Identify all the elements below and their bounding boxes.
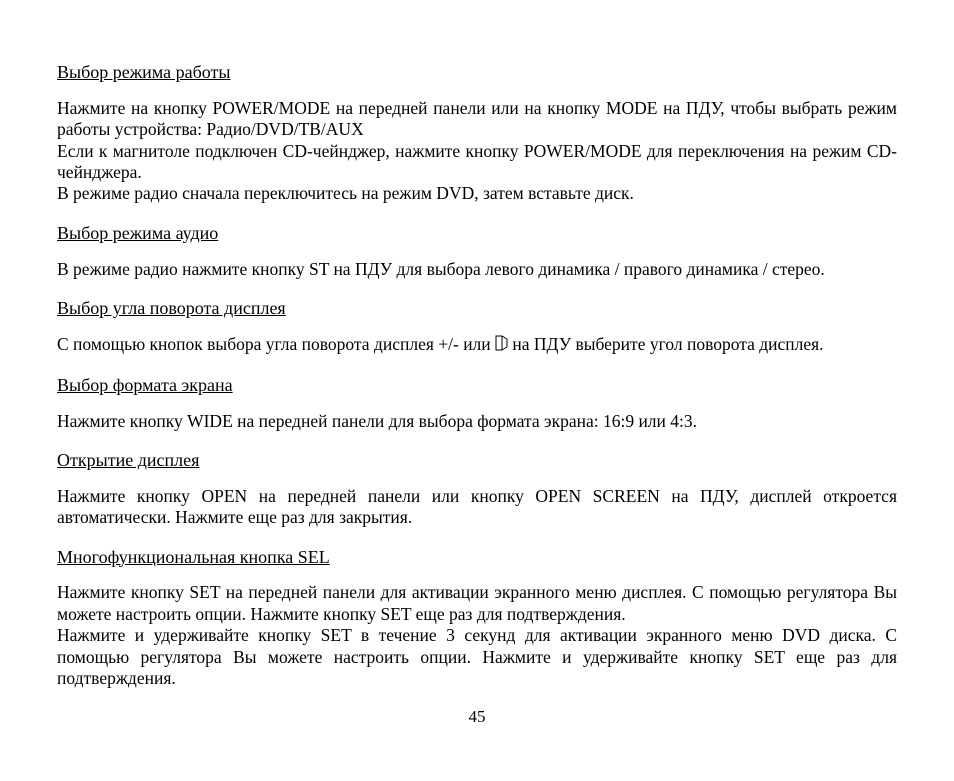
page-number: 45 <box>57 707 897 728</box>
section-open-display: Открытие дисплея Нажмите кнопку OPEN на … <box>57 450 897 529</box>
document-page: Выбор режима работы Нажмите на кнопку PO… <box>0 0 954 728</box>
heading-audio-select: Выбор режима аудио <box>57 223 897 245</box>
body-text: С помощью кнопок выбора угла поворота ди… <box>57 334 897 357</box>
heading-sel-button: Многофункциональная кнопка SEL <box>57 547 897 569</box>
heading-tilt-angle: Выбор угла поворота дисплея <box>57 298 897 320</box>
body-text: В режиме радио нажмите кнопку ST на ПДУ … <box>57 259 897 280</box>
body-text: В режиме радио сначала переключитесь на … <box>57 183 897 204</box>
body-text: Нажмите на кнопку POWER/MODE на передней… <box>57 98 897 141</box>
body-text: Нажмите кнопку SET на передней панели дл… <box>57 582 897 625</box>
body-text: Нажмите и удерживайте кнопку SET в течен… <box>57 625 897 689</box>
section-mode-select: Выбор режима работы Нажмите на кнопку PO… <box>57 62 897 205</box>
text-after-icon: на ПДУ выберите угол поворота дисплея. <box>512 334 823 354</box>
section-screen-format: Выбор формата экрана Нажмите кнопку WIDE… <box>57 375 897 432</box>
section-tilt-angle: Выбор угла поворота дисплея С помощью кн… <box>57 298 897 357</box>
body-text: Нажмите кнопку OPEN на передней панели и… <box>57 486 897 529</box>
text-before-icon: С помощью кнопок выбора угла поворота ди… <box>57 334 495 354</box>
section-audio-select: Выбор режима аудио В режиме радио нажмит… <box>57 223 897 280</box>
section-sel-button: Многофункциональная кнопка SEL Нажмите к… <box>57 547 897 690</box>
body-text: Нажмите кнопку WIDE на передней панели д… <box>57 411 897 432</box>
body-text: Если к магнитоле подключен CD-чейнджер, … <box>57 141 897 184</box>
tilt-icon <box>495 335 508 356</box>
heading-mode-select: Выбор режима работы <box>57 62 897 84</box>
heading-open-display: Открытие дисплея <box>57 450 897 472</box>
heading-screen-format: Выбор формата экрана <box>57 375 897 397</box>
